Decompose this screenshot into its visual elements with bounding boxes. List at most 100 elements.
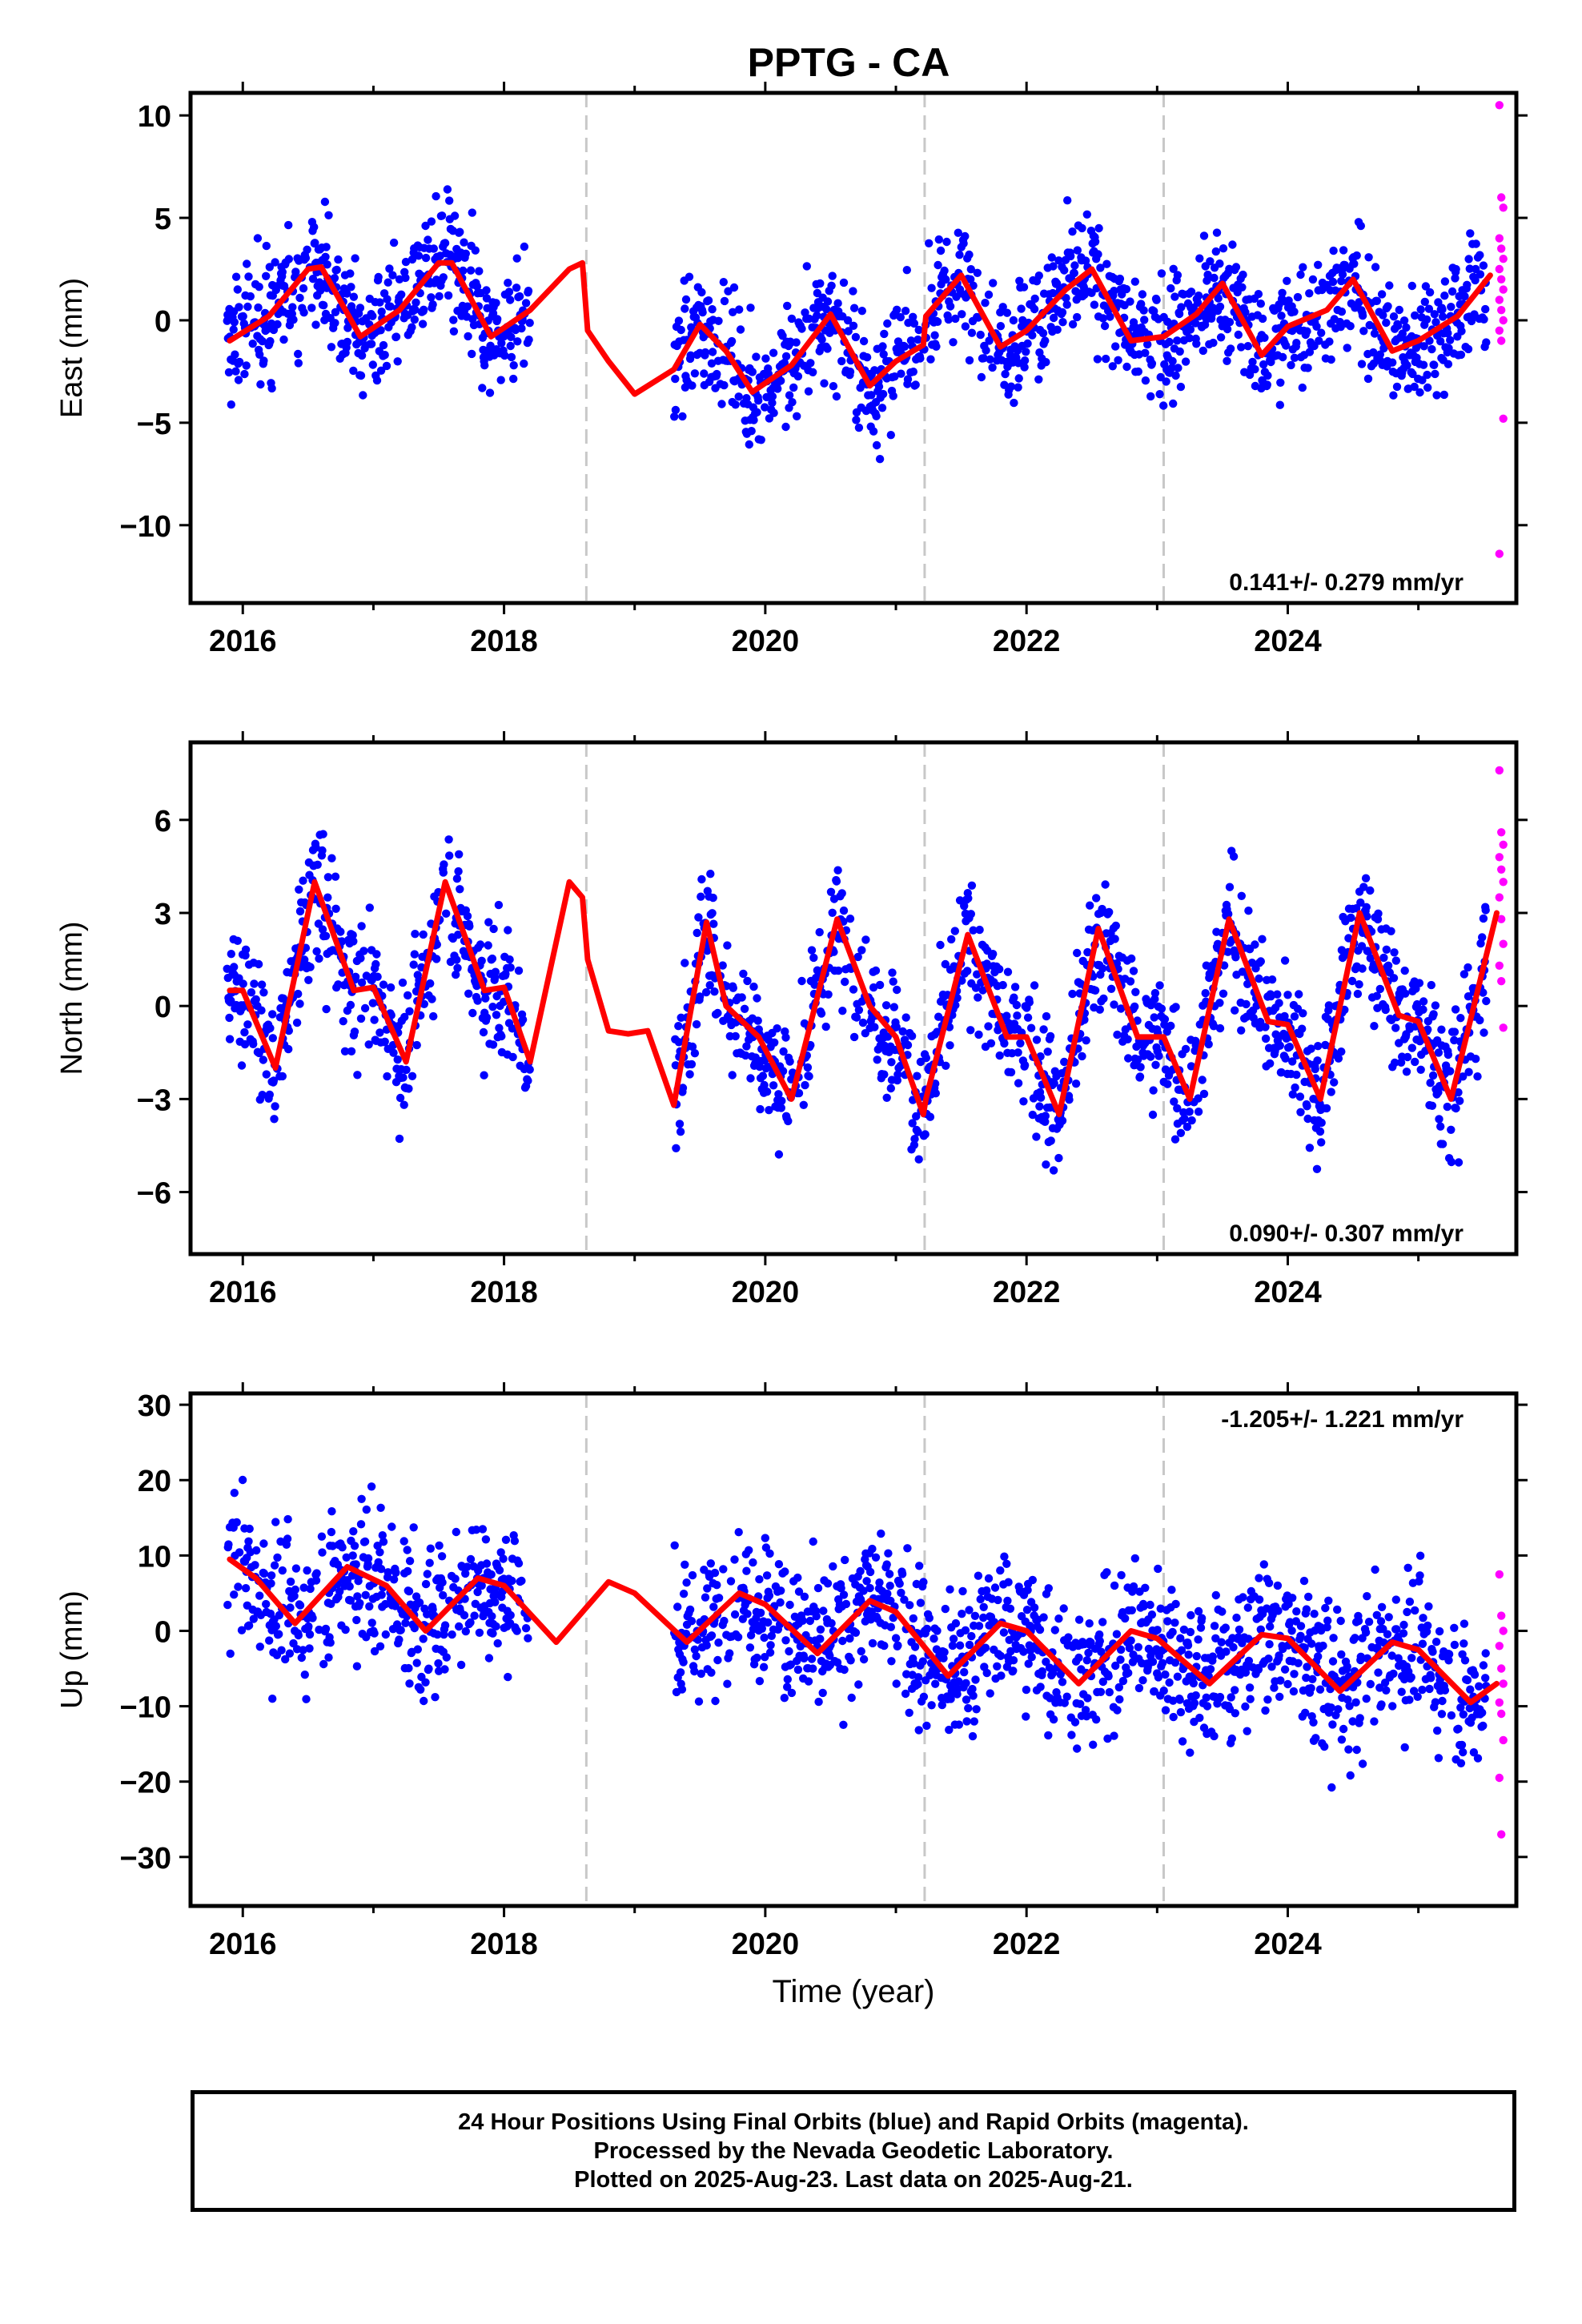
final-orbit-point xyxy=(1028,1575,1038,1585)
final-orbit-point xyxy=(940,266,949,275)
final-orbit-point xyxy=(1073,1744,1082,1753)
final-orbit-point xyxy=(435,1541,444,1550)
final-orbit-point xyxy=(525,1065,534,1074)
final-orbit-point xyxy=(755,1677,765,1686)
final-orbit-point xyxy=(1138,1676,1147,1685)
final-orbit-point xyxy=(311,239,319,247)
final-orbit-point xyxy=(807,1655,817,1663)
final-orbit-point xyxy=(1280,1665,1290,1674)
final-orbit-point xyxy=(1150,995,1159,1003)
final-orbit-point xyxy=(1014,1048,1022,1057)
final-orbit-point xyxy=(870,366,879,375)
x-tick-label: 2018 xyxy=(470,625,538,658)
final-orbit-point xyxy=(1482,996,1491,1006)
final-orbit-point xyxy=(883,319,892,328)
final-orbit-point xyxy=(1423,1621,1432,1630)
final-orbit-point xyxy=(1383,302,1392,311)
final-orbit-point xyxy=(723,941,732,950)
final-orbit-point xyxy=(981,1643,990,1652)
final-orbit-point xyxy=(353,1071,362,1080)
final-orbit-point xyxy=(1251,364,1259,374)
final-orbit-point xyxy=(1223,356,1231,365)
final-orbit-point xyxy=(714,316,723,325)
final-orbit-point xyxy=(1154,1564,1162,1574)
final-orbit-point xyxy=(243,1020,252,1029)
final-orbit-point xyxy=(1411,1606,1419,1615)
final-orbit-point xyxy=(375,1028,384,1037)
final-orbit-point xyxy=(1030,304,1039,314)
final-orbit-point xyxy=(412,1659,421,1667)
final-orbit-point xyxy=(1210,273,1219,283)
final-orbit-point xyxy=(355,304,365,312)
final-orbit-point xyxy=(936,246,946,255)
final-orbit-point xyxy=(1060,266,1069,275)
final-orbit-point xyxy=(230,1489,239,1498)
final-orbit-point xyxy=(1312,1164,1322,1174)
final-orbit-point xyxy=(970,1717,979,1726)
final-orbit-point xyxy=(1392,1625,1401,1634)
final-orbit-point xyxy=(318,846,327,855)
final-orbit-point xyxy=(1459,1072,1468,1081)
final-orbit-point xyxy=(1180,1114,1189,1123)
final-orbit-point xyxy=(449,327,459,336)
final-orbit-point xyxy=(932,342,941,351)
final-orbit-point xyxy=(363,1554,373,1563)
final-orbit-point xyxy=(419,930,428,939)
final-orbit-point xyxy=(854,1680,863,1689)
final-orbit-point xyxy=(295,293,304,303)
final-orbit-point xyxy=(1337,276,1346,286)
final-orbit-point xyxy=(1390,1058,1399,1068)
final-orbit-point xyxy=(1186,325,1195,334)
final-orbit-point xyxy=(875,1578,884,1587)
final-orbit-point xyxy=(1086,901,1094,910)
final-orbit-point xyxy=(728,1071,737,1080)
final-orbit-point xyxy=(875,455,885,464)
final-orbit-point xyxy=(1239,270,1247,279)
final-orbit-point xyxy=(1161,1670,1170,1679)
final-orbit-point xyxy=(873,1055,881,1064)
final-orbit-point xyxy=(705,981,714,990)
final-orbit-point xyxy=(243,302,252,312)
final-orbit-point xyxy=(1425,336,1434,345)
rapid-orbit-point xyxy=(1495,766,1504,775)
final-orbit-point xyxy=(901,307,910,316)
final-orbit-point xyxy=(986,355,994,364)
final-orbit-point xyxy=(1082,1036,1090,1045)
final-orbit-point xyxy=(708,348,717,356)
final-orbit-point xyxy=(1416,305,1425,314)
final-orbit-point xyxy=(852,1013,861,1022)
final-orbit-point xyxy=(749,1558,757,1567)
final-orbit-point xyxy=(954,1720,964,1729)
final-orbit-point xyxy=(955,251,964,259)
final-orbit-point xyxy=(1419,342,1428,351)
final-orbit-point xyxy=(694,1697,704,1706)
final-orbit-point xyxy=(971,983,981,992)
final-orbit-point xyxy=(1279,352,1287,362)
final-orbit-point xyxy=(742,1566,751,1575)
final-orbit-point xyxy=(1232,1613,1241,1622)
final-orbit-point xyxy=(1005,1635,1014,1644)
final-orbit-point xyxy=(1170,1097,1178,1106)
final-orbit-point xyxy=(681,959,689,967)
final-orbit-point xyxy=(271,1102,279,1111)
final-orbit-point xyxy=(365,903,374,912)
final-orbit-point xyxy=(1122,362,1131,372)
final-orbit-point xyxy=(713,1008,722,1018)
final-orbit-point xyxy=(476,940,485,949)
final-orbit-point xyxy=(1438,1696,1447,1706)
final-orbit-point xyxy=(258,336,267,346)
final-orbit-point xyxy=(1041,1112,1050,1120)
final-orbit-point xyxy=(312,1569,321,1578)
final-orbit-point xyxy=(466,1618,475,1627)
final-orbit-point xyxy=(294,359,303,368)
final-orbit-point xyxy=(1290,1012,1299,1021)
final-orbit-point xyxy=(1280,956,1290,965)
final-orbit-point xyxy=(306,1584,315,1594)
final-orbit-point xyxy=(1064,1633,1073,1642)
final-orbit-point xyxy=(979,1613,988,1622)
final-orbit-point xyxy=(687,1617,697,1626)
final-orbit-point xyxy=(1438,305,1447,314)
final-orbit-point xyxy=(981,299,990,308)
final-orbit-point xyxy=(1452,1104,1460,1113)
